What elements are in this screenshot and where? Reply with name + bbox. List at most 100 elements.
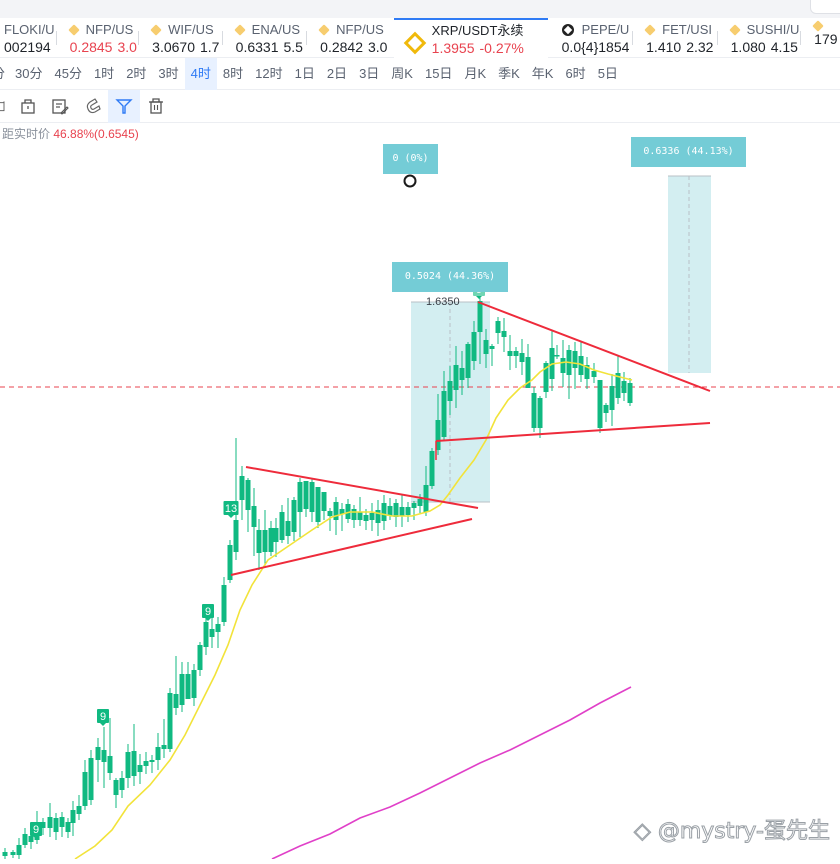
candle-down (233, 520, 239, 552)
td-sequential-badge (30, 822, 42, 836)
interval-17[interactable]: 6时 (565, 65, 586, 81)
ticker-tab[interactable]: WIF/US 3.0670 1.7 (138, 18, 222, 58)
candle-down (333, 502, 339, 520)
copy-tool-button[interactable] (0, 90, 12, 123)
ticker-tab[interactable]: ENA/US 0.6331 5.5 (221, 18, 307, 58)
interval-11[interactable]: 3日 (359, 65, 380, 81)
watermark-text: @mystry-蛋先生 (657, 819, 830, 845)
candle-down (621, 381, 627, 393)
candle-down (155, 747, 161, 760)
candle-down (107, 756, 113, 773)
interval-14[interactable]: 月K (464, 65, 487, 81)
ticker-tab[interactable]: XRP/USDT永续 1.3955 -0.27% (393, 18, 548, 58)
candle-down (22, 834, 28, 845)
measure-label[interactable]: 0.6336 (44.13%) (631, 137, 746, 167)
candle-down (501, 331, 507, 337)
binance-icon (234, 24, 246, 36)
candle-down (363, 515, 369, 521)
measure-label[interactable]: 0 (0%) (383, 144, 438, 174)
interval-7[interactable]: 8时 (222, 65, 244, 81)
candle-down (459, 368, 465, 380)
distance-label: 距实时价 (2, 127, 51, 141)
search-button[interactable] (810, 0, 840, 14)
edit-tool-button[interactable] (44, 90, 76, 123)
measure-label[interactable]: 0.5024 (44.36%) (392, 262, 508, 292)
interval-12[interactable]: 周K (391, 65, 413, 81)
ticker-price: 0.2842 (320, 39, 363, 55)
candle-down (453, 365, 459, 390)
interval-8[interactable]: 12时 (255, 65, 283, 81)
candle-down (584, 365, 590, 379)
candle-down (417, 499, 423, 506)
trash-icon (149, 98, 163, 114)
candle-down (256, 530, 262, 553)
ticker-tab[interactable]: FLOKI/U 002194 (0, 18, 56, 58)
interval-3[interactable]: 1时 (93, 65, 115, 81)
candle-down (357, 512, 363, 520)
td-sequential-count: 9 (33, 824, 39, 836)
lock-tool-button[interactable] (12, 90, 44, 123)
candle-down (351, 509, 357, 520)
candle-down (137, 765, 143, 772)
magnet-tool-button[interactable] (76, 90, 108, 123)
ticker-price: 0.2845 (69, 39, 113, 55)
candle-down (143, 761, 149, 766)
interval-1[interactable]: 30分 (15, 65, 43, 81)
ticker-tab[interactable]: PEPE/U 0.0{4}1854 (548, 18, 633, 58)
triangle1-upper-trendline (245, 466, 479, 509)
filter-icon (115, 99, 133, 114)
td-badge-pointer-icon (476, 296, 482, 299)
ticker-tab[interactable]: SUSHI/U 1.080 4.15 (716, 18, 801, 58)
interval-0[interactable]: 分 (0, 58, 9, 90)
chart-area[interactable]: 999139 0 (0%) 0.5024 (44.36%) 0.6336 (44.1… (0, 124, 840, 860)
interval-15[interactable]: 季K (498, 65, 520, 81)
binance-icon (728, 24, 741, 36)
filter-tool-button[interactable] (108, 89, 140, 123)
candle-down (268, 528, 274, 552)
interval-9[interactable]: 1日 (294, 65, 315, 81)
candle-down (519, 353, 525, 362)
candle-down (495, 321, 501, 333)
ticker-change: 3.0 (368, 39, 388, 55)
interval-18[interactable]: 5日 (597, 65, 618, 81)
candlestick-chart[interactable]: 999139 (0, 124, 840, 860)
candle-down (603, 405, 609, 413)
candle-down (471, 332, 477, 361)
ticker-symbol: NFP/US (85, 22, 134, 37)
ticker-symbol: FET/USI (662, 22, 712, 37)
candle-down (101, 750, 107, 762)
ticker-change: 4.15 (770, 39, 798, 55)
triangle1-lower-trendline (230, 518, 473, 576)
candle-down (554, 355, 560, 357)
candle-down (411, 503, 417, 508)
candle-down (387, 506, 393, 516)
ticker-price: 1.410 (646, 39, 682, 55)
ticker-tab[interactable]: 179 (800, 18, 840, 58)
ticker-tab[interactable]: FET/USI 1.410 2.32 (632, 18, 717, 58)
interval-13[interactable]: 15日 (424, 65, 453, 81)
ticker-change: 5.5 (283, 39, 303, 55)
ticker-tab[interactable]: NFP/US 0.2845 3.0 (55, 18, 139, 58)
candle-down (59, 817, 65, 827)
trash-tool-button[interactable] (140, 90, 172, 123)
interval-2[interactable]: 45分 (54, 65, 82, 81)
interval-5[interactable]: 3时 (158, 65, 179, 81)
interval-10[interactable]: 2日 (326, 65, 348, 81)
candle-down (279, 512, 285, 540)
ticker-change: -0.27% (479, 39, 524, 56)
candle-down (375, 510, 381, 523)
candle-down (119, 778, 125, 790)
candle-down (507, 351, 513, 356)
binance-icon (404, 32, 420, 48)
ticker-tabs: FLOKI/U 002194 NFP/US 0.2845 3.0 WIF/US 3.0670… (0, 18, 840, 58)
ticker-tab[interactable]: NFP/US 0.2842 3.0 (306, 18, 393, 58)
interval-6[interactable]: 4时 (184, 57, 217, 90)
candle-down (327, 511, 333, 516)
candle-down (221, 585, 227, 622)
interval-16[interactable]: 年K (531, 65, 554, 81)
candle-down (489, 346, 495, 349)
candle-down (609, 386, 615, 410)
ticker-symbol: PEPE/U (581, 22, 630, 37)
interval-4[interactable]: 2时 (126, 65, 147, 81)
